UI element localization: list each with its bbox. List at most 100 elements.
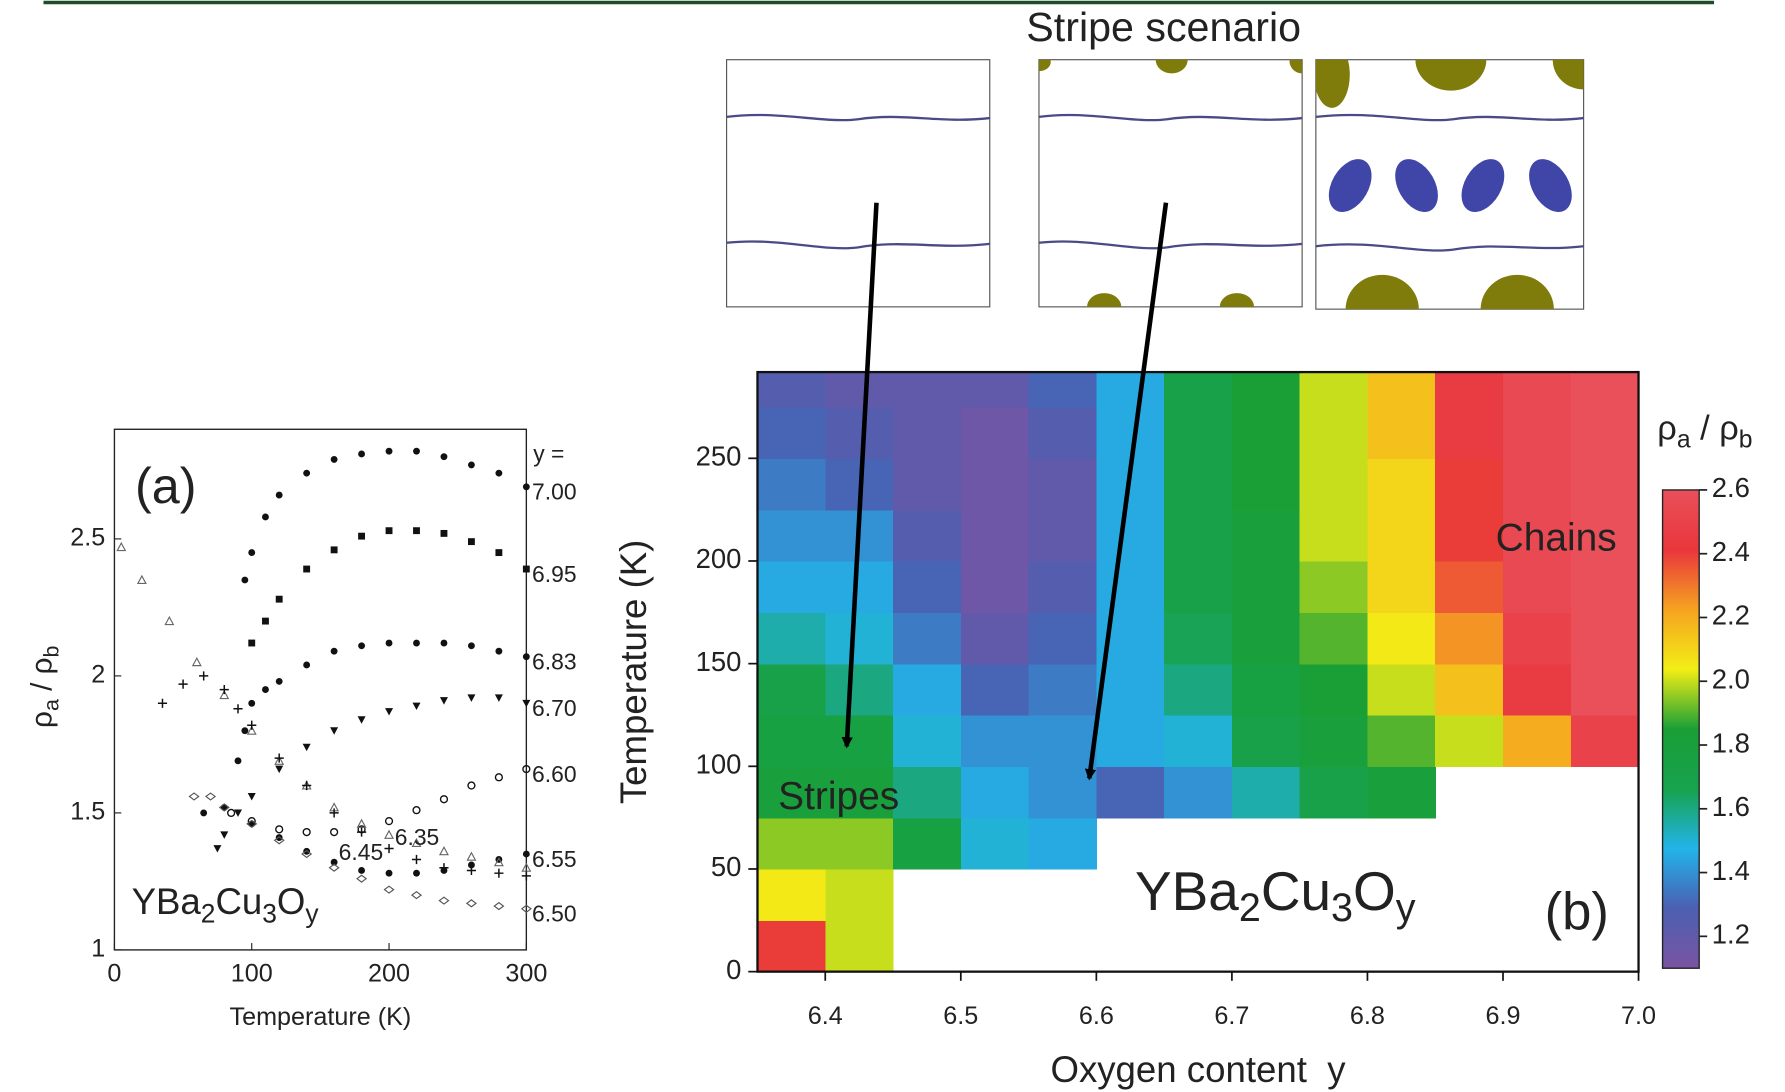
ellipse — [1529, 159, 1572, 212]
point — [302, 780, 312, 791]
heatmap-cell — [757, 560, 826, 614]
heatmap-cell — [893, 766, 962, 819]
plot-frame — [756, 370, 1640, 973]
point — [467, 694, 476, 702]
y-tick-label: 1.5 — [70, 798, 105, 826]
y-tick-label: 0 — [726, 954, 741, 985]
text-part: ρ — [1657, 409, 1677, 447]
heatmap-cell — [1028, 509, 1098, 562]
point — [520, 904, 532, 913]
heatmap-cell — [1164, 714, 1233, 768]
point — [247, 793, 256, 801]
point — [358, 642, 366, 650]
point — [385, 869, 393, 877]
heatmap-cell — [1096, 406, 1165, 460]
colorbar-tick-label: 1.8 — [1712, 727, 1750, 758]
heatmap-cell — [1231, 406, 1301, 460]
heatmap-cell — [1299, 509, 1369, 562]
series-label: 6.55 — [532, 846, 577, 872]
heatmap-cell — [1164, 372, 1233, 408]
heatmap-cell — [1367, 372, 1436, 408]
diagram-title: Stripe scenario — [1026, 4, 1301, 50]
heatmap-cell — [1570, 458, 1639, 511]
point — [384, 817, 394, 826]
y-tick-label: 2.5 — [70, 524, 105, 552]
heatmap-cell — [757, 663, 826, 716]
point — [262, 513, 269, 521]
y-tick-label: 250 — [696, 441, 742, 472]
point — [467, 861, 475, 869]
text-part: b — [1739, 426, 1753, 453]
point — [495, 469, 503, 477]
heatmap-cell — [1028, 458, 1098, 511]
heatmap-cell — [825, 560, 894, 614]
wave — [1038, 113, 1303, 122]
heatmap-cell — [825, 663, 894, 716]
point — [494, 868, 504, 878]
point — [220, 831, 229, 839]
wave — [726, 113, 990, 122]
heatmap-cell — [1231, 663, 1301, 716]
heatmap-cell — [1299, 458, 1369, 511]
blob — [1087, 293, 1255, 307]
text-part: ρ — [25, 711, 58, 728]
ellipse — [1328, 159, 1372, 212]
point — [302, 743, 311, 752]
point — [241, 576, 249, 584]
point — [412, 806, 421, 815]
heatmap-cell — [1164, 560, 1233, 614]
panel-label: (b) — [1545, 882, 1609, 941]
point — [219, 685, 229, 695]
heatmap-cell — [757, 868, 826, 922]
series-label: 6.95 — [532, 561, 577, 587]
heatmap-cell — [1502, 458, 1572, 511]
x-tick-label: 100 — [231, 960, 273, 988]
heatmap-cell — [825, 406, 894, 460]
point — [357, 716, 366, 724]
heatmap-cell — [1164, 509, 1233, 562]
heatmap-cell — [1435, 560, 1504, 614]
text-part: 3 — [1331, 886, 1353, 930]
heatmap-cell — [1570, 372, 1639, 408]
heatmap-cell — [757, 817, 826, 870]
point — [219, 689, 230, 700]
heatmap-cell — [1570, 406, 1639, 460]
text-part: YBa — [1135, 859, 1239, 921]
x-axis-label: Temperature (K) — [230, 1003, 412, 1031]
heatmap-cell — [1299, 560, 1369, 614]
y-tick-label: 2 — [91, 661, 105, 689]
arrow — [841, 202, 879, 749]
point — [218, 803, 230, 812]
point — [493, 901, 505, 911]
point — [466, 865, 476, 876]
point — [467, 461, 475, 469]
blob — [1038, 59, 1303, 74]
heatmap-cell — [1435, 372, 1504, 408]
stripe-panels — [726, 59, 1585, 310]
point — [466, 851, 477, 861]
heatmap-cell — [1570, 509, 1639, 562]
heatmap-cell — [757, 612, 826, 665]
x-axis-label: Oxygen content y — [1050, 1049, 1346, 1090]
point — [188, 792, 200, 801]
text-part: Cu — [1261, 859, 1331, 921]
text-part: a — [1677, 426, 1691, 453]
heatmap-cell — [893, 560, 962, 614]
point — [411, 854, 422, 865]
text-part: y — [1396, 886, 1416, 930]
point — [440, 453, 448, 461]
text-part: b — [39, 646, 63, 658]
wave — [726, 240, 990, 250]
heatmap-cell — [1299, 663, 1369, 716]
point — [164, 615, 175, 626]
point — [275, 677, 283, 685]
heatmap-cell — [1096, 714, 1165, 768]
heatmap-cell — [1570, 714, 1639, 768]
heatmap-cell — [960, 458, 1030, 511]
heatmap-cell — [1502, 663, 1572, 716]
heatmap-cell — [1096, 372, 1165, 408]
point — [274, 755, 285, 765]
heatmap-cell — [893, 817, 962, 870]
heatmap-cell — [1502, 509, 1572, 562]
